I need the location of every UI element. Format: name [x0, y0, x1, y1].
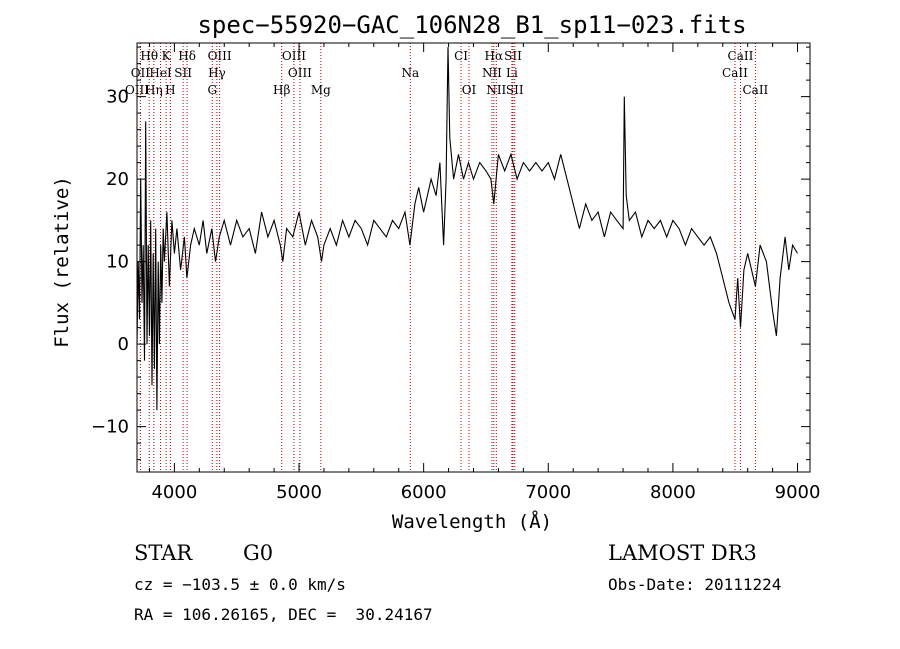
line-marker-label: OIII — [288, 66, 312, 80]
line-marker-label: Hη — [145, 83, 163, 97]
y-axis-label: Flux (relative) — [51, 176, 73, 348]
object-subclass: G0 — [243, 541, 274, 565]
x-tick-label: 7000 — [525, 482, 571, 503]
chart-title: spec−55920−GAC_106N28_B1_sp11−023.fits — [197, 11, 746, 39]
line-marker-label: OII — [131, 66, 151, 80]
line-marker-label: H — [165, 83, 175, 97]
line-marker-label: Hβ — [273, 83, 290, 97]
x-tick-label: 4000 — [151, 482, 197, 503]
line-marker-label: CaII — [742, 83, 768, 97]
x-tick-label: 5000 — [276, 482, 322, 503]
axes: 4000 5000 6000 7000 8000 9000 −10 0 10 20 30 — [91, 43, 820, 503]
line-marker-label: K — [162, 49, 172, 63]
line-marker-label: OIII — [282, 49, 306, 63]
line-marker-label: Na — [401, 66, 419, 80]
y-tick-label: 0 — [118, 334, 129, 355]
line-marker-label: Li — [506, 66, 518, 80]
line-marker-label: OIII — [208, 49, 232, 63]
spectrum-series — [136, 47, 798, 411]
line-marker-label: OI — [462, 83, 477, 97]
x-tick-label: 6000 — [401, 482, 447, 503]
line-marker-label: SII — [506, 83, 524, 97]
y-tick-label: 30 — [106, 87, 129, 108]
line-marker-label: NII — [482, 66, 502, 80]
line-marker-label: Hγ — [208, 66, 226, 80]
y-tick-label: 20 — [106, 169, 129, 190]
line-marker-label: Hθ — [140, 49, 158, 63]
line-marker-label: SII — [174, 66, 192, 80]
line-marker-label: NII — [486, 83, 506, 97]
y-tick-label: −10 — [91, 417, 129, 438]
line-marker-label: Hα — [485, 49, 504, 63]
line-marker-label: CI — [454, 49, 468, 63]
plot-frame — [136, 42, 811, 473]
line-marker-label: HeI — [149, 66, 172, 80]
x-tick-label: 8000 — [650, 482, 696, 503]
x-axis-label: Wavelength (Å) — [392, 510, 552, 533]
x-tick-label: 9000 — [775, 482, 821, 503]
line-marker-label: G — [207, 83, 217, 97]
coordinates-text: RA = 106.26165, DEC = 30.24167 — [134, 605, 433, 624]
line-marker-label: CaII — [728, 49, 754, 63]
object-class: STAR — [134, 541, 193, 565]
survey-name: LAMOST DR3 — [608, 541, 757, 565]
line-marker-label: SII — [504, 49, 522, 63]
line-marker-label: CaII — [722, 66, 748, 80]
line-marker-label: Mg — [311, 83, 331, 97]
redshift-text: cz = −103.5 ± 0.0 km/s — [134, 575, 346, 594]
spectrum-line — [136, 47, 798, 411]
line-marker-label: Hδ — [178, 49, 196, 63]
y-tick-label: 10 — [106, 252, 129, 273]
obs-date: Obs-Date: 20111224 — [608, 575, 782, 594]
